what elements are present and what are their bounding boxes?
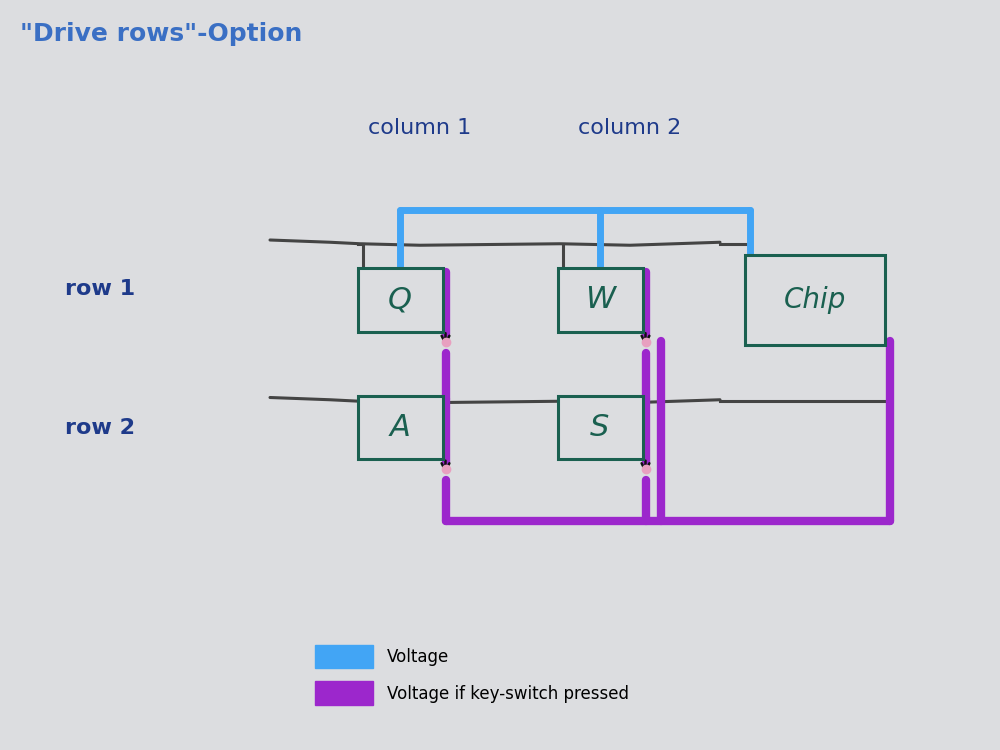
FancyBboxPatch shape: [358, 268, 442, 332]
Text: Q: Q: [388, 286, 412, 314]
Text: Chip: Chip: [784, 286, 846, 314]
FancyBboxPatch shape: [558, 268, 642, 332]
Text: "Drive rows"-Option: "Drive rows"-Option: [20, 22, 302, 46]
Text: row 2: row 2: [65, 418, 135, 437]
Legend: Voltage, Voltage if key-switch pressed: Voltage, Voltage if key-switch pressed: [308, 638, 635, 712]
Text: S: S: [590, 413, 610, 442]
Text: A: A: [390, 413, 410, 442]
Text: row 1: row 1: [65, 279, 135, 298]
Text: column 2: column 2: [578, 118, 682, 137]
FancyBboxPatch shape: [358, 396, 442, 459]
Text: column 1: column 1: [368, 118, 472, 137]
FancyBboxPatch shape: [558, 396, 642, 459]
Text: W: W: [585, 286, 615, 314]
FancyBboxPatch shape: [745, 255, 885, 345]
